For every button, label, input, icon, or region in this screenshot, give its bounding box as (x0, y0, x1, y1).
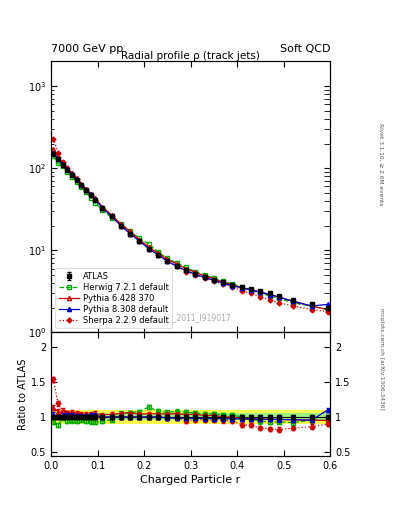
Text: mcplots.cern.ch [arXiv:1306.3436]: mcplots.cern.ch [arXiv:1306.3436] (379, 308, 384, 409)
Title: Radial profile ρ (track jets): Radial profile ρ (track jets) (121, 51, 260, 60)
Text: 7000 GeV pp: 7000 GeV pp (51, 44, 123, 54)
Text: ATLAS_2011_I919017: ATLAS_2011_I919017 (150, 313, 231, 322)
Text: Rivet 3.1.10, ≥ 2.6M events: Rivet 3.1.10, ≥ 2.6M events (379, 123, 384, 205)
Text: Soft QCD: Soft QCD (280, 44, 330, 54)
Bar (51, 410, 330, 424)
Y-axis label: Ratio to ATLAS: Ratio to ATLAS (18, 358, 28, 430)
Legend: ATLAS, Herwig 7.2.1 default, Pythia 6.428 370, Pythia 8.308 default, Sherpa 2.2.: ATLAS, Herwig 7.2.1 default, Pythia 6.42… (55, 268, 172, 328)
X-axis label: Charged Particle r: Charged Particle r (140, 475, 241, 485)
Bar (51, 414, 330, 420)
